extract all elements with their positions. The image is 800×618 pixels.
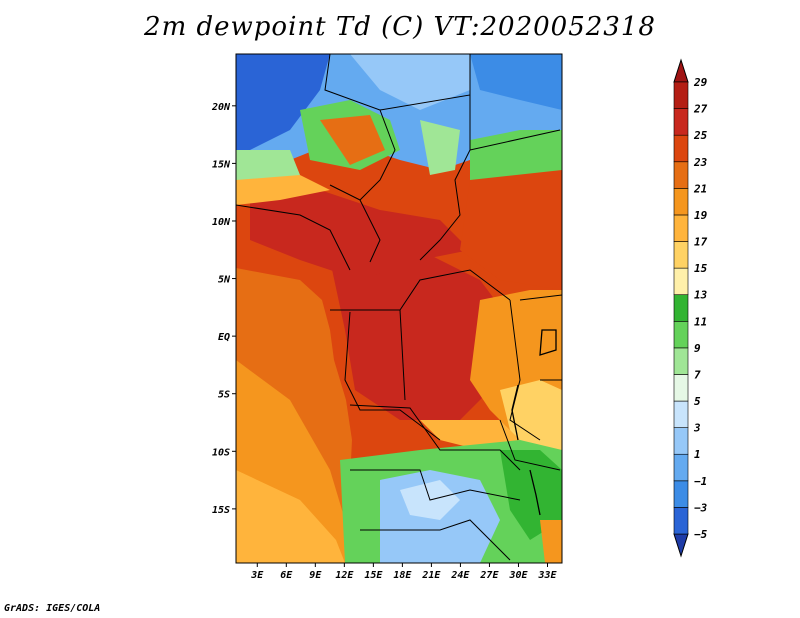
map-frame: [235, 53, 563, 564]
country-borders: [236, 54, 562, 561]
latitude-axis: 20N 15N 10N 5N EQ 5S 10S 15S: [211, 102, 236, 516]
lat-tick-label: 10N: [212, 217, 231, 228]
colorbar-swatch: [673, 267, 689, 296]
lat-tick-label: 5S: [218, 390, 230, 401]
lon-tick-label: 15E: [364, 570, 383, 581]
colorbar-label: 19: [694, 209, 708, 222]
colorbar-label: −1: [694, 475, 707, 488]
lon-tick-label: 9E: [309, 570, 322, 581]
colorbar-swatch: [673, 453, 689, 482]
colorbar: 29 27 25 23 21 19 17 15 13 11 9 7 5 3 1 −1 −3 −5: [673, 58, 708, 558]
lon-tick-label: 33E: [537, 570, 557, 581]
lon-tick-label: 21E: [421, 570, 441, 581]
colorbar-label: 27: [693, 103, 708, 116]
colorbar-label: −3: [694, 501, 708, 514]
air-orange: [320, 115, 385, 165]
colorbar-swatch: [673, 188, 689, 216]
colorbar-swatch: [673, 400, 689, 428]
libya-blue: [470, 54, 562, 110]
colorbar-label: −5: [694, 528, 708, 541]
lake-malawi: [529, 469, 541, 516]
lat-tick-label: EQ: [218, 332, 230, 343]
ocean-light: [236, 470, 345, 563]
sahara-deepblue: [236, 54, 330, 150]
colorbar-swatch: [673, 507, 689, 535]
colorbar-swatch: [673, 214, 689, 242]
south-darkgreen: [500, 450, 562, 540]
westafrica-green: [236, 150, 300, 180]
colorbar-label: 5: [694, 395, 701, 408]
colorbar-swatch: [673, 347, 689, 375]
lat-tick-label: 15N: [212, 159, 231, 170]
colorbar-label: 17: [694, 236, 708, 249]
sudan-red: [460, 170, 562, 290]
lake-victoria: [539, 329, 557, 356]
colorbar-label: 23: [693, 156, 708, 169]
colorbar-high-arrow: [673, 58, 689, 83]
colorbar-swatch: [673, 427, 689, 455]
colorbar-label: 11: [694, 315, 707, 328]
lon-tick-label: 24E: [450, 570, 470, 581]
lon-tick-label: 18E: [393, 570, 412, 581]
sahara-lightblue: [350, 54, 470, 110]
basin-red: [330, 250, 510, 420]
colorbar-label: 15: [694, 262, 708, 275]
colorbar-label: 1: [694, 448, 701, 461]
lat-tick-label: 10S: [212, 447, 230, 458]
colorbar-swatch: [673, 241, 689, 269]
colorbar-swatch: [673, 134, 689, 163]
lon-tick-label: 3E: [250, 570, 264, 581]
grads-credit: GrADS: IGES/COLA: [4, 603, 101, 614]
colorbar-swatch: [673, 81, 689, 109]
lakes: [511, 329, 557, 516]
colorbar-label: 9: [694, 342, 701, 355]
colorbar-low-arrow: [673, 533, 689, 558]
dewpoint-field: [236, 54, 562, 563]
lat-tick-label: 20N: [211, 102, 231, 113]
colorbar-label: 25: [693, 129, 708, 142]
colorbar-swatch: [673, 374, 689, 402]
lon-tick-label: 30E: [508, 570, 528, 581]
sahel-red: [250, 190, 470, 280]
colorbar-swatch: [673, 480, 689, 508]
lon-tick-label: 6E: [280, 570, 293, 581]
colorbar-swatch: [673, 108, 689, 136]
tibesti-green: [420, 120, 460, 175]
colorbar-swatch: [673, 161, 689, 189]
colorbar-label: 13: [694, 289, 708, 302]
colorbar-label: 21: [693, 182, 707, 195]
lat-tick-label: 5N: [218, 275, 231, 286]
lake-tanganyika: [511, 384, 519, 441]
lon-tick-label: 27E: [479, 570, 499, 581]
westafrica-orange: [236, 170, 330, 205]
colorbar-label: 29: [693, 76, 708, 89]
lon-tick-label: 12E: [335, 570, 354, 581]
colorbar-label: 7: [694, 368, 701, 381]
colorbar-swatch: [673, 320, 689, 349]
map-title: 2m dewpoint Td (C) VT:2020052318: [144, 12, 656, 42]
mozambique-orange: [540, 520, 562, 563]
lat-tick-label: 15S: [212, 505, 230, 516]
longitude-axis: 3E 6E 9E 12E 15E 18E 21E 24E 27E 30E 33E: [250, 563, 557, 581]
colorbar-swatch: [673, 294, 689, 322]
colorbar-label: 3: [693, 422, 701, 435]
